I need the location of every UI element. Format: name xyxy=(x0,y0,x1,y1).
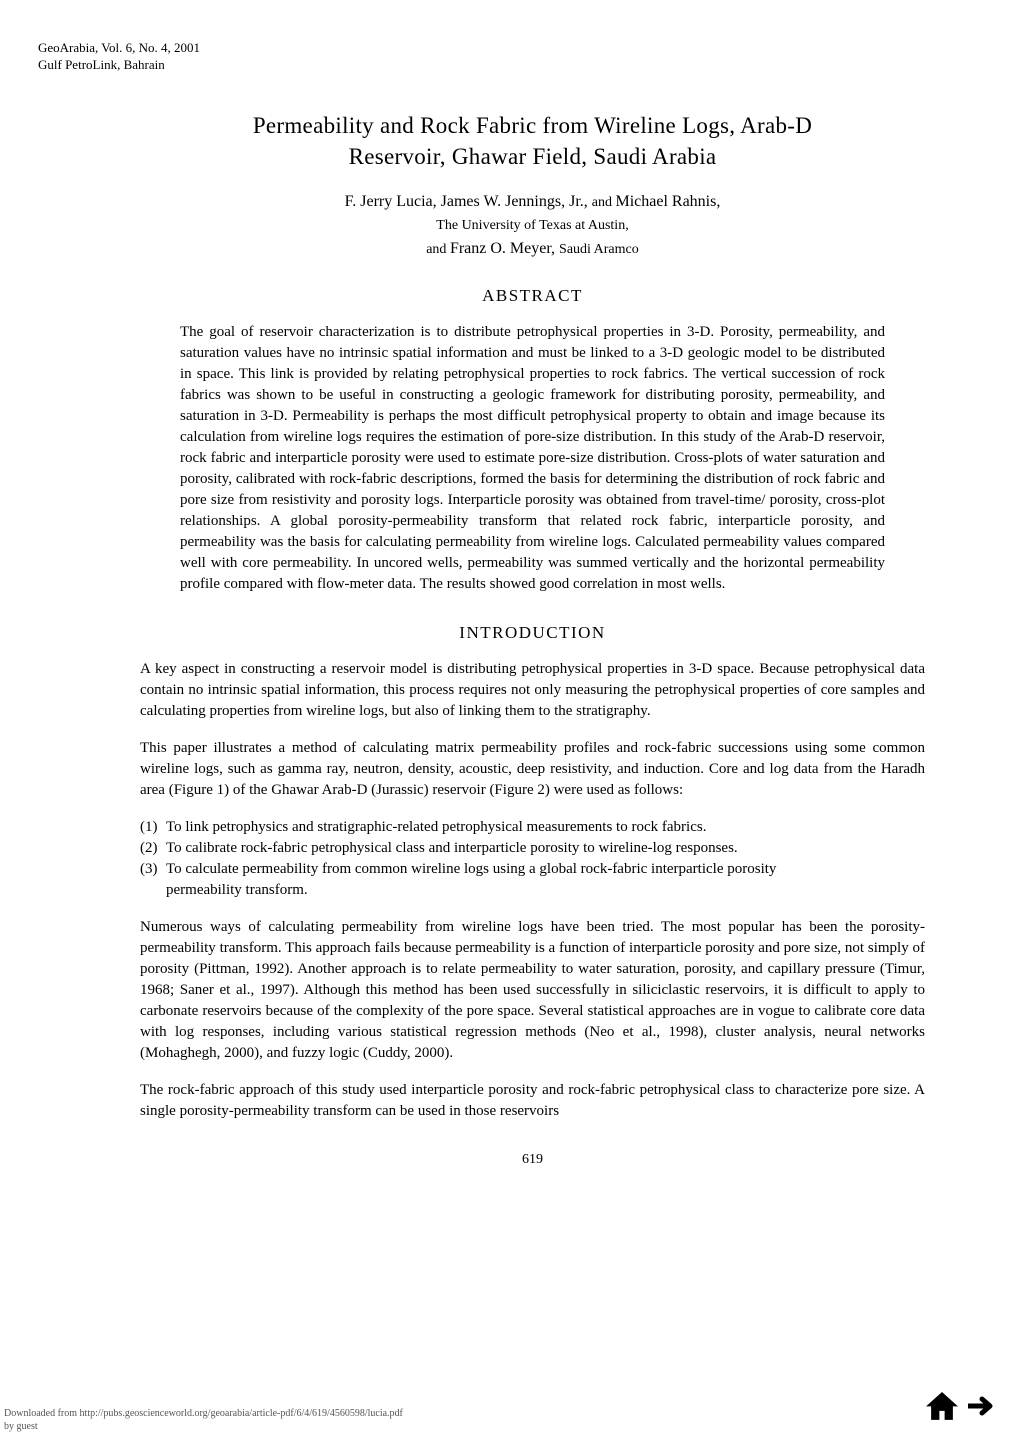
intro-p2: This paper illustrates a method of calcu… xyxy=(140,738,925,801)
list-text-3b: permeability transform. xyxy=(140,880,925,901)
list-item-1: (1) To link petrophysics and stratigraph… xyxy=(140,817,925,838)
list-item-2: (2) To calibrate rock-fabric petrophysic… xyxy=(140,838,925,859)
footer-line2: by guest xyxy=(4,1421,403,1434)
list-num-2: (2) xyxy=(140,838,166,859)
authors-l1c: Michael Rahnis, xyxy=(615,193,720,210)
authors-block: F. Jerry Lucia, James W. Jennings, Jr., … xyxy=(140,190,925,260)
list-text-2: To calibrate rock-fabric petrophysical c… xyxy=(166,838,925,859)
title-line1: Permeability and Rock Fabric from Wireli… xyxy=(253,113,812,138)
intro-p1: A key aspect in constructing a reservoir… xyxy=(140,659,925,722)
authors-l3b: Franz O. Meyer, xyxy=(450,240,559,257)
article-title: Permeability and Rock Fabric from Wireli… xyxy=(140,110,925,172)
journal-line2: Gulf PetroLink, Bahrain xyxy=(38,57,200,74)
authors-l1a: F. Jerry Lucia, James W. Jennings, Jr., xyxy=(345,193,592,210)
intro-list: (1) To link petrophysics and stratigraph… xyxy=(140,817,925,901)
list-num-1: (1) xyxy=(140,817,166,838)
abstract-heading: ABSTRACT xyxy=(140,286,925,306)
authors-l1b: and xyxy=(592,195,616,210)
intro-p4: The rock-fabric approach of this study u… xyxy=(140,1080,925,1122)
authors-l3c: Saudi Aramco xyxy=(559,242,639,257)
list-text-1: To link petrophysics and stratigraphic-r… xyxy=(166,817,925,838)
page-number: 619 xyxy=(140,1152,925,1168)
list-num-3: (3) xyxy=(140,859,166,880)
list-item-3: (3) To calculate permeability from commo… xyxy=(140,859,925,880)
footer-line1: Downloaded from http://pubs.geosciencewo… xyxy=(4,1408,403,1421)
home-icon[interactable] xyxy=(924,1388,960,1429)
journal-line1: GeoArabia, Vol. 6, No. 4, 2001 xyxy=(38,40,200,57)
authors-l2: The University of Texas at Austin, xyxy=(436,218,628,233)
authors-l3a: and xyxy=(426,242,450,257)
abstract-text: The goal of reservoir characterization i… xyxy=(140,322,925,595)
intro-p3: Numerous ways of calculating permeabilit… xyxy=(140,917,925,1064)
introduction-heading: INTRODUCTION xyxy=(140,623,925,643)
download-footer: Downloaded from http://pubs.geosciencewo… xyxy=(4,1408,403,1433)
nav-icons xyxy=(924,1388,998,1429)
journal-header: GeoArabia, Vol. 6, No. 4, 2001 Gulf Petr… xyxy=(38,40,200,74)
content-wrapper: Permeability and Rock Fabric from Wireli… xyxy=(0,110,1020,1168)
title-line2: Reservoir, Ghawar Field, Saudi Arabia xyxy=(349,144,717,169)
list-text-3a: To calculate permeability from common wi… xyxy=(166,859,925,880)
arrow-right-icon[interactable] xyxy=(968,1395,998,1422)
